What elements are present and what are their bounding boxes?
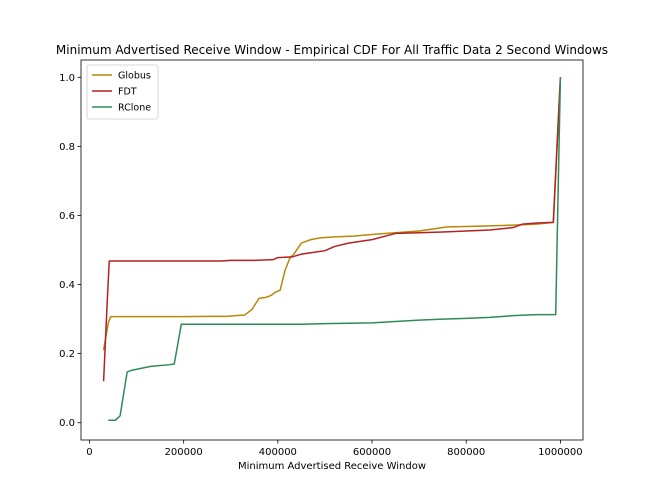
- x-tick-label: 200000: [165, 447, 203, 458]
- legend: Globus FDT RClone: [86, 64, 159, 120]
- y-tick-label: 1.0: [59, 73, 75, 84]
- y-tick-label: 0.0: [59, 418, 75, 429]
- series-line-fdt: [102, 77, 562, 382]
- chart-title: Minimum Advertised Receive Window - Empi…: [56, 43, 608, 57]
- x-tick-label: 800000: [447, 447, 485, 458]
- series-line-rclone: [108, 77, 562, 422]
- axes: 0 200000 400000 600000 800000 1000000 0.0 0.2 0.…: [59, 59, 584, 458]
- series-line-globus: [102, 77, 562, 351]
- x-tick-label: 600000: [353, 447, 391, 458]
- plot-area: [102, 77, 562, 422]
- x-tick-label: 400000: [259, 447, 297, 458]
- legend-box: [86, 64, 159, 120]
- x-axis-label: Minimum Advertised Receive Window: [238, 461, 426, 472]
- x-tick-label: 1000000: [538, 447, 583, 458]
- legend-label-rclone: RClone: [118, 103, 151, 114]
- legend-label-fdt: FDT: [118, 87, 137, 98]
- x-tick-label: 0: [86, 447, 92, 458]
- y-tick-label: 0.2: [59, 349, 75, 360]
- y-tick-label: 0.4: [59, 280, 75, 291]
- y-tick-label: 0.6: [59, 211, 75, 222]
- axes-frame: [80, 59, 584, 441]
- legend-label-globus: Globus: [118, 71, 151, 82]
- y-tick-label: 0.8: [59, 142, 75, 153]
